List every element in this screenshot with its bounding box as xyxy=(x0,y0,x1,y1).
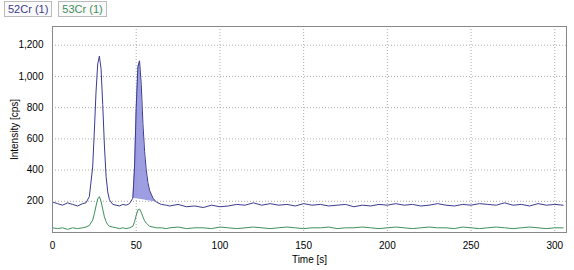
svg-text:600: 600 xyxy=(27,133,44,144)
svg-text:1,200: 1,200 xyxy=(18,39,43,50)
svg-text:800: 800 xyxy=(27,102,44,113)
svg-text:0: 0 xyxy=(50,240,56,251)
html-text:52Cr (1): 52Cr (1) xyxy=(8,3,49,15)
svg-text:250: 250 xyxy=(463,240,480,251)
svg-text:200: 200 xyxy=(379,240,396,251)
svg-text:400: 400 xyxy=(27,164,44,175)
svg-text:50: 50 xyxy=(131,240,143,251)
svg-text:150: 150 xyxy=(295,240,312,251)
svg-text:Time [s]: Time [s] xyxy=(292,254,327,265)
svg-text:100: 100 xyxy=(212,240,229,251)
svg-text:300: 300 xyxy=(546,240,563,251)
html-text:53Cr (1): 53Cr (1) xyxy=(62,3,103,15)
svg-text:200: 200 xyxy=(27,195,44,206)
svg-text:Intensity [cps]: Intensity [cps] xyxy=(9,99,20,160)
svg-text:1,000: 1,000 xyxy=(18,71,43,82)
